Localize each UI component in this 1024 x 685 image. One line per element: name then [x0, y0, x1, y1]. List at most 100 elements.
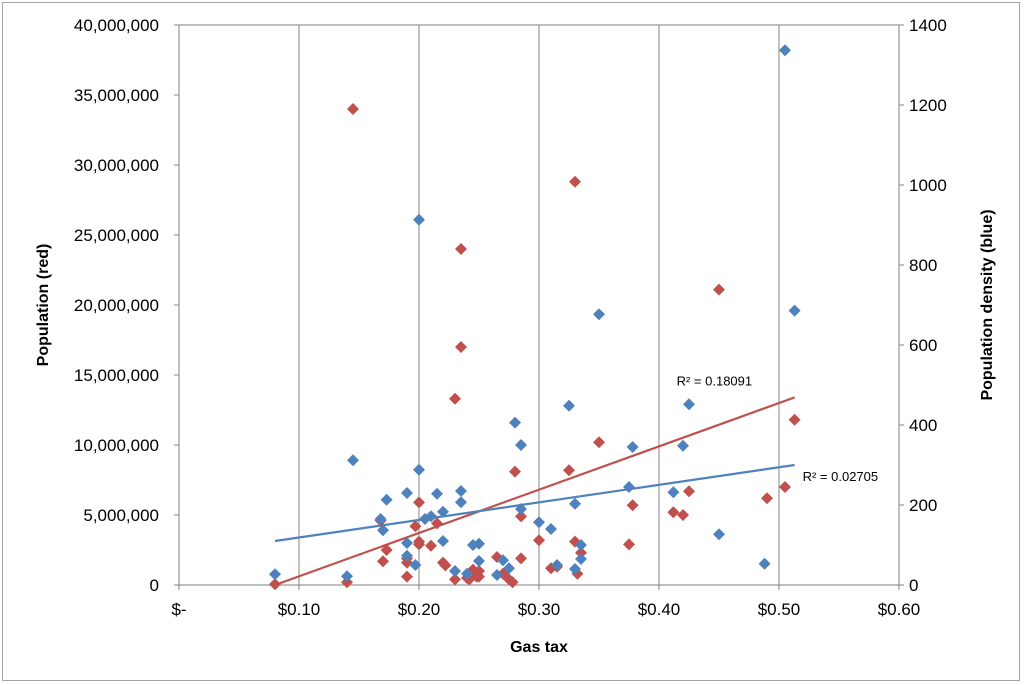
blue-data-point	[461, 567, 473, 580]
y-right-tick-label: 600	[909, 336, 937, 355]
red-data-point	[455, 243, 467, 255]
red-data-point	[515, 552, 527, 565]
red-data-point	[667, 506, 680, 519]
y-right-tick-label: 1200	[909, 96, 947, 115]
blue-data-point	[341, 570, 353, 583]
y-left-axis-title: Population (red)	[35, 244, 52, 367]
blue-data-point	[779, 44, 791, 57]
blue-data-point	[551, 559, 563, 571]
red-data-point	[409, 520, 422, 533]
y-left-tick-label: 0	[150, 576, 159, 595]
blue-data-point	[437, 535, 449, 547]
red-data-point	[425, 539, 437, 552]
blue-data-point	[374, 513, 387, 525]
blue-data-point	[377, 524, 389, 537]
blue-data-point	[533, 516, 545, 529]
red-data-point	[455, 341, 467, 353]
blue-data-point	[380, 493, 393, 506]
red-data-point	[449, 392, 461, 405]
x-tick-label: $0.50	[758, 600, 801, 619]
y-left-tick-label: 30,000,000	[74, 156, 159, 175]
red-data-point	[569, 175, 581, 188]
red-data-point	[439, 559, 452, 572]
red-data-point	[713, 283, 725, 296]
red-data-point	[509, 465, 521, 478]
blue-data-point	[509, 416, 521, 429]
blue-data-point	[575, 553, 587, 565]
red-data-point	[593, 436, 605, 449]
x-tick-labels: $- $0.10 $0.20 $0.30 $0.40 $0.50 $0.60	[171, 585, 920, 619]
red-data-point	[575, 546, 587, 559]
blue-data-point	[626, 441, 639, 453]
blue-data-point	[491, 569, 503, 581]
y-right-tick-label: 400	[909, 416, 937, 435]
red-data-point	[677, 509, 689, 521]
red-data-point	[788, 413, 801, 426]
blue-data-point	[401, 549, 413, 562]
red-data-point	[473, 570, 485, 583]
blue-data-point	[347, 454, 359, 467]
red-data-point	[431, 517, 443, 530]
y-right-tick-label: 200	[909, 496, 937, 515]
y-right-tick-label: 800	[909, 256, 937, 275]
blue-data-point	[713, 528, 725, 541]
red-r2-label: R² = 0.18091	[677, 373, 753, 388]
red-trendline	[274, 396, 795, 587]
y-left-tick-label: 20,000,000	[74, 296, 159, 315]
y-right-axis-title: Population density (blue)	[979, 209, 996, 400]
red-data-point	[761, 492, 773, 505]
red-data-point	[401, 570, 413, 583]
blue-data-point	[575, 539, 587, 551]
red-data-point	[377, 555, 389, 568]
blue-data-point	[667, 486, 680, 499]
blue-data-point	[593, 308, 605, 321]
r2-labels: R² = 0.18091 R² = 0.02705	[677, 373, 879, 484]
blue-data-point	[569, 563, 581, 575]
blue-data-point	[497, 554, 509, 567]
blue-data-point	[455, 485, 467, 497]
blue-data-point	[788, 304, 801, 317]
blue-data-point	[563, 399, 575, 412]
blue-data-point	[758, 557, 771, 570]
y-left-tick-label: 25,000,000	[74, 226, 159, 245]
blue-data-point	[503, 562, 515, 575]
red-data-point	[413, 496, 425, 509]
red-data-point	[626, 499, 639, 512]
red-data-point	[413, 538, 425, 551]
blue-data-point	[431, 487, 443, 500]
red-data-point	[269, 578, 281, 591]
y-right-tick-labels: 0 200 400 600 800 1000 1200 1400	[899, 16, 947, 595]
blue-data-point	[413, 213, 425, 226]
red-data-point	[563, 464, 575, 477]
blue-data-point	[413, 463, 425, 476]
red-data-point	[506, 576, 519, 589]
x-axis-title: Gas tax	[510, 639, 568, 656]
trendlines	[274, 396, 795, 587]
blue-r2-label: R² = 0.02705	[803, 469, 879, 484]
blue-data-point	[455, 496, 467, 509]
blue-data-point	[623, 481, 635, 493]
blue-data-point	[515, 439, 527, 451]
y-right-tick-label: 0	[909, 576, 918, 595]
x-tick-label: $0.10	[278, 600, 321, 619]
red-data-point	[347, 103, 359, 115]
red-data-point	[515, 510, 527, 523]
y-left-tick-labels: 0 5,000,000 10,000,000 15,000,000 20,000,000…	[74, 16, 179, 595]
y-left-tick-label: 35,000,000	[74, 86, 159, 105]
red-data-point	[380, 544, 393, 556]
blue-data-point	[425, 510, 437, 523]
x-tick-label: $0.40	[638, 600, 681, 619]
gridlines	[298, 25, 780, 585]
x-tick-label: $0.20	[398, 600, 441, 619]
blue-trendline	[274, 463, 795, 543]
blue-data-point	[473, 555, 485, 567]
blue-data-point	[437, 505, 449, 518]
blue-data-point	[677, 439, 689, 452]
y-left-tick-label: 15,000,000	[74, 366, 159, 385]
y-left-tick-label: 5,000,000	[83, 506, 159, 525]
y-right-tick-label: 1000	[909, 176, 947, 195]
red-data-point	[779, 481, 791, 493]
x-tick-label: $0.30	[518, 600, 561, 619]
x-tick-label: $-	[171, 600, 186, 619]
